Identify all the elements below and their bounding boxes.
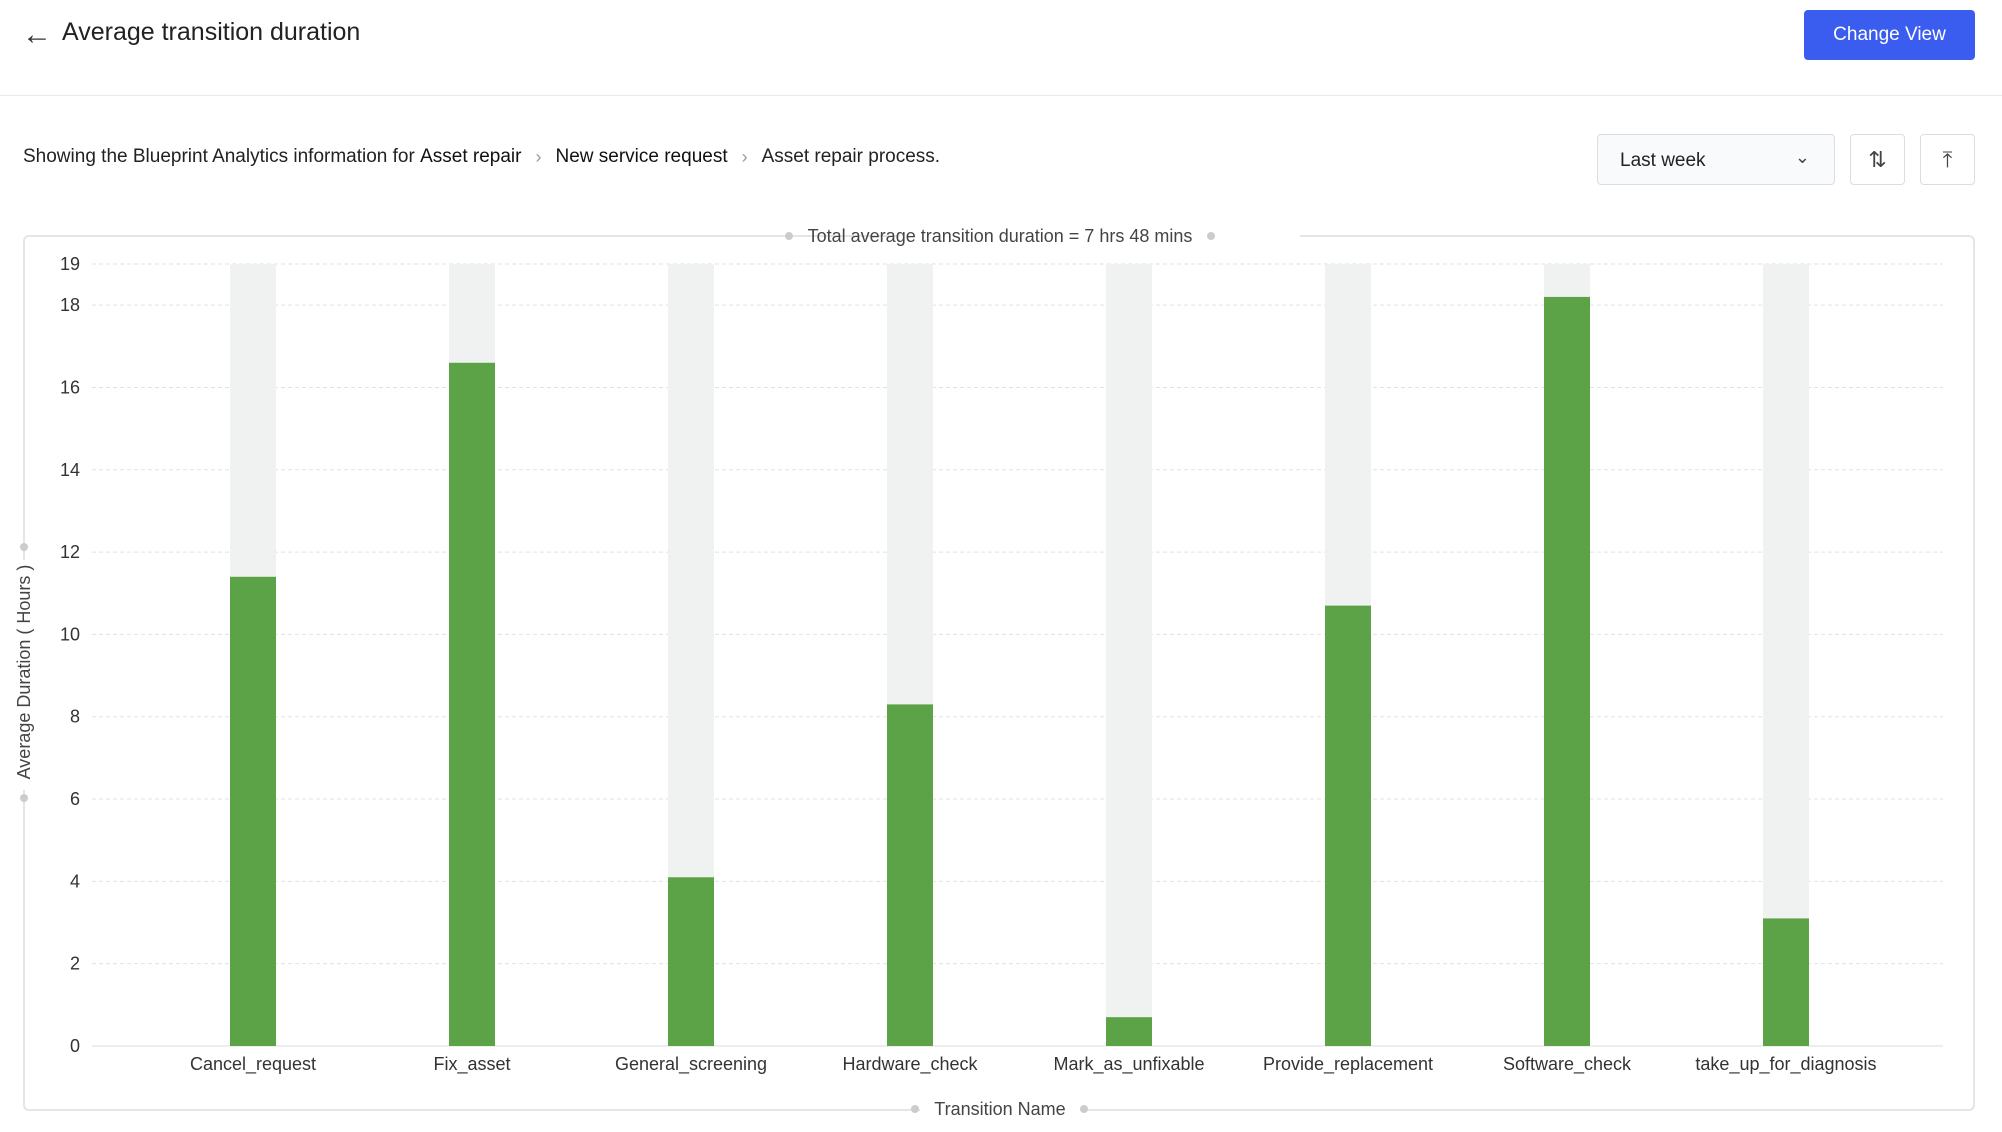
x-tick-label: General_screening [615, 1054, 767, 1075]
xlabel-backdrop [920, 1100, 1080, 1120]
y-axis-label: Average Duration ( Hours ) [14, 565, 34, 780]
y-tick-label: 18 [60, 295, 80, 315]
sort-button[interactable]: ⇅ [1850, 134, 1905, 185]
ylabel-backdrop [14, 560, 34, 790]
upload-top-icon: ⤒ [1942, 146, 1953, 172]
bar [1544, 296, 1590, 1046]
breadcrumb-item-process: Asset repair process. [761, 146, 941, 167]
bar [449, 362, 495, 1047]
y-tick-label: 2 [70, 954, 80, 974]
y-tick-label: 8 [70, 707, 80, 727]
bar-track [1763, 264, 1809, 1046]
bar [1325, 605, 1371, 1046]
breadcrumb-item-new-service-request[interactable]: New service request [555, 146, 728, 167]
chevron-right-icon: › [741, 146, 748, 167]
arrow-left-icon[interactable]: ← [22, 18, 52, 51]
x-tick-label: Software_check [1503, 1054, 1632, 1075]
y-tick-label: 4 [70, 871, 80, 891]
title-dot-right [1207, 232, 1215, 240]
x-tick-label: Provide_replacement [1263, 1054, 1433, 1075]
breadcrumb: Showing the Blueprint Analytics informat… [23, 146, 940, 168]
sort-arrows-icon: ⇅ [1868, 146, 1887, 172]
x-axis-label: Transition Name [934, 1099, 1065, 1119]
bar [668, 877, 714, 1046]
y-tick-label: 14 [60, 460, 80, 480]
change-view-button[interactable]: Change View [1804, 10, 1975, 60]
y-tick-label: 6 [70, 789, 80, 809]
bar [887, 704, 933, 1046]
breadcrumb-item-asset-repair[interactable]: Asset repair [420, 146, 522, 167]
period-dropdown[interactable]: Last week ⌄ [1597, 134, 1835, 185]
breadcrumb-prefix: Showing the Blueprint Analytics informat… [23, 146, 415, 167]
y-tick-label: 0 [70, 1036, 80, 1056]
chevron-down-icon: ⌄ [1794, 147, 1810, 167]
period-value: Last week [1620, 150, 1706, 171]
x-tick-label: Hardware_check [842, 1054, 978, 1075]
bar [1763, 918, 1809, 1046]
bar-track [1106, 264, 1152, 1046]
page-header: ← Average transition duration Change Vie… [0, 0, 2002, 96]
bar [1106, 1017, 1152, 1046]
y-tick-label: 10 [60, 624, 80, 644]
chart-title: Total average transition duration = 7 hr… [808, 226, 1193, 246]
y-tick-label: 12 [60, 542, 80, 562]
x-tick-label: Mark_as_unfixable [1053, 1054, 1204, 1075]
export-button[interactable]: ⤒ [1920, 134, 1975, 185]
ylabel-dot-bottom [20, 794, 28, 802]
title-dot-left [785, 232, 793, 240]
x-tick-label: Fix_asset [433, 1054, 510, 1075]
chevron-right-icon: › [535, 146, 542, 167]
ylabel-dot-top [20, 543, 28, 551]
title-backdrop [900, 226, 1300, 246]
x-tick-label: Cancel_request [190, 1054, 316, 1075]
page-title: Average transition duration [62, 18, 361, 46]
xlabel-dot-left [911, 1105, 919, 1113]
y-tick-label: 16 [60, 377, 80, 397]
bar [230, 576, 276, 1046]
y-tick-label: 19 [60, 254, 80, 274]
x-tick-label: take_up_for_diagnosis [1695, 1054, 1876, 1075]
xlabel-dot-right [1080, 1105, 1088, 1113]
